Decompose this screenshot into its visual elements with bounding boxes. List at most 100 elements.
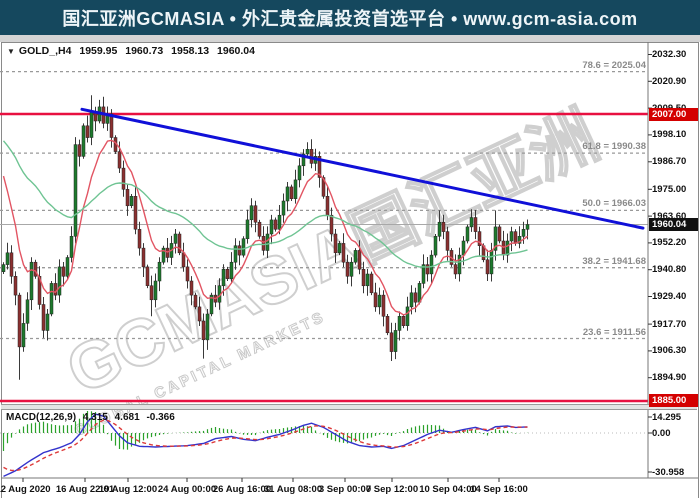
window-top-strip bbox=[0, 35, 700, 42]
candle-body bbox=[125, 189, 130, 207]
price-axis-label: 1975.00 bbox=[652, 183, 687, 195]
candle-body bbox=[517, 236, 522, 244]
candle-body bbox=[225, 269, 230, 279]
macd-axis-label: 0.00 bbox=[652, 427, 671, 439]
candle-body bbox=[165, 247, 170, 258]
candle-body bbox=[405, 306, 410, 326]
candle-body bbox=[509, 231, 514, 242]
candle-body bbox=[489, 250, 494, 275]
candle-body bbox=[121, 167, 126, 190]
candle-body bbox=[465, 226, 470, 242]
candle-body bbox=[173, 233, 178, 244]
time-axis-label: 7 Sep 12:00 bbox=[365, 484, 419, 495]
candle-body bbox=[421, 264, 426, 284]
candle-body bbox=[41, 304, 46, 331]
candle-body bbox=[469, 217, 474, 228]
candle-body bbox=[377, 294, 382, 308]
candle-body bbox=[477, 231, 482, 246]
candle-body bbox=[249, 205, 254, 221]
candle-body bbox=[241, 238, 246, 256]
price-badge-resistance: 2007.00 bbox=[649, 107, 698, 121]
candle-body bbox=[1, 264, 6, 272]
pane-splitter[interactable] bbox=[1, 404, 697, 410]
fib-level-label: 78.6 = 2025.04 bbox=[582, 59, 646, 71]
candle-body bbox=[237, 245, 242, 256]
candle-body bbox=[353, 250, 358, 263]
time-axis-label: 19 Aug 12:00 bbox=[98, 484, 158, 495]
symbol-dropdown-icon[interactable]: ▼ bbox=[7, 47, 15, 56]
candle-body bbox=[109, 113, 114, 138]
candle-body bbox=[417, 283, 422, 303]
macd-main-line bbox=[3, 413, 528, 478]
candle-body bbox=[129, 196, 134, 206]
candle-body bbox=[13, 276, 18, 296]
candle-body bbox=[85, 125, 90, 138]
candle-body bbox=[137, 229, 142, 249]
candle-body bbox=[5, 252, 10, 265]
candle-body bbox=[429, 254, 434, 275]
candle-body bbox=[193, 294, 198, 308]
header-banner-text: 国汇亚洲GCMASIA • 外汇贵金属投资首选平台 • www.gcm-asia… bbox=[62, 8, 638, 29]
candle-body bbox=[305, 149, 310, 155]
candle-body bbox=[301, 153, 306, 167]
candle-body bbox=[33, 261, 38, 277]
candle-body bbox=[197, 306, 202, 322]
candle-body bbox=[141, 247, 146, 268]
price-axis-label: 1963.60 bbox=[652, 210, 687, 222]
time-axis-label: 3 Sep 00:00 bbox=[318, 484, 372, 495]
candle-body bbox=[53, 283, 58, 296]
price-axis-label: 1894.90 bbox=[652, 372, 687, 384]
candle-body bbox=[257, 221, 262, 237]
candle-body bbox=[349, 261, 354, 277]
price-axis-label: 1952.20 bbox=[652, 237, 687, 249]
candle-body bbox=[525, 224, 530, 230]
candle-body bbox=[61, 266, 66, 277]
candle-body bbox=[69, 236, 74, 258]
candle-body bbox=[29, 261, 34, 301]
ma-slow-line[interactable] bbox=[2, 140, 528, 268]
candle-body bbox=[297, 165, 302, 181]
macd-signal-line bbox=[3, 419, 528, 472]
fib-level-label: 61.8 = 1990.38 bbox=[582, 141, 646, 153]
price-axis-label: 2020.90 bbox=[652, 75, 687, 87]
candle-body bbox=[253, 205, 258, 223]
candle-body bbox=[497, 226, 502, 242]
candle-body bbox=[361, 269, 366, 287]
candle-body bbox=[453, 264, 458, 275]
candle-body bbox=[77, 144, 82, 157]
candle-body bbox=[521, 229, 526, 237]
candle-body bbox=[373, 292, 378, 308]
candle-body bbox=[425, 264, 430, 275]
candle-body bbox=[145, 266, 150, 286]
candle-body bbox=[281, 200, 286, 216]
candle-body bbox=[73, 144, 78, 237]
candle-body bbox=[269, 219, 274, 235]
macd-axis-label: 14.295 bbox=[652, 411, 682, 423]
candle-body bbox=[117, 151, 122, 169]
trendline[interactable] bbox=[80, 107, 645, 230]
quote-high: 1960.73 bbox=[125, 45, 164, 57]
candle-body bbox=[49, 283, 54, 315]
candle-body bbox=[457, 254, 462, 275]
candle-body bbox=[261, 236, 266, 251]
candle-body bbox=[289, 186, 294, 199]
candle-body bbox=[205, 313, 210, 341]
candle-body bbox=[393, 330, 398, 352]
candle-body bbox=[493, 226, 498, 251]
price-badge-current: 1960.04 bbox=[649, 217, 698, 231]
candle-body bbox=[409, 292, 414, 308]
ma-fast-line[interactable] bbox=[2, 139, 528, 316]
candle-body bbox=[133, 196, 138, 230]
candle-body bbox=[21, 323, 26, 348]
price-badge-support: 1885.00 bbox=[649, 394, 698, 408]
candle-body bbox=[321, 177, 326, 197]
price-axis-label: 1940.80 bbox=[652, 264, 687, 276]
price-axis-label: 1998.10 bbox=[652, 129, 687, 141]
fib-level-label: 50.0 = 1966.03 bbox=[582, 198, 646, 210]
candle-body bbox=[333, 233, 338, 254]
candle-body bbox=[337, 243, 342, 254]
candle-body bbox=[389, 332, 394, 352]
candle-body bbox=[381, 294, 386, 317]
